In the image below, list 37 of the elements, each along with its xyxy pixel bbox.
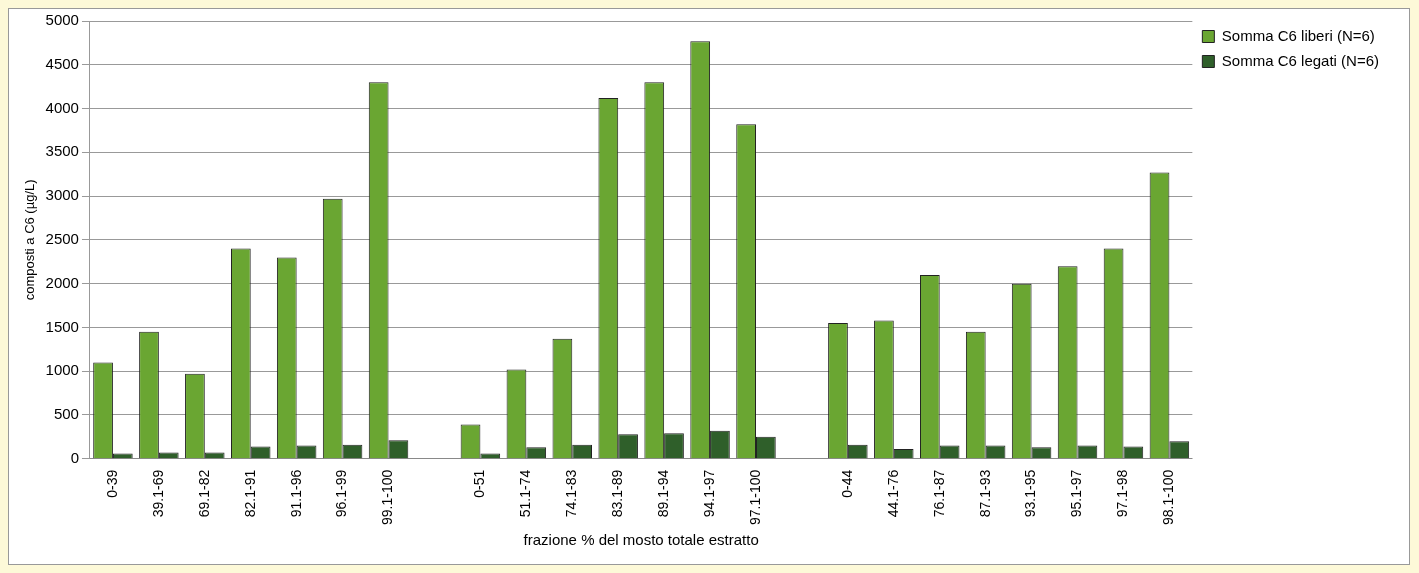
x-tick-label: 96.1-99: [333, 469, 350, 518]
y-tick-label: 4500: [45, 54, 79, 72]
x-tick-label: 91.1-96: [287, 469, 304, 518]
x-tick-label: 97.1-98: [1114, 469, 1131, 518]
x-tick-label: 87.1-93: [976, 469, 993, 518]
y-tick-label: 2000: [45, 273, 79, 291]
x-tick-label: 44.1-76: [884, 469, 901, 518]
y-tick-label: 5000: [45, 11, 79, 29]
x-tick-label: 97.1-100: [746, 469, 763, 526]
y-axis-title: composti a C6 (µg/L): [22, 179, 38, 301]
x-axis-title: frazione % del mosto totale estratto: [523, 531, 759, 549]
y-tick-label: 0: [70, 448, 79, 466]
y-tick-label: 3000: [45, 186, 79, 204]
x-tick-label: 93.1-95: [1022, 469, 1039, 518]
x-tick-label: 51.1-74: [517, 469, 534, 518]
x-tick-label: 0-51: [471, 469, 488, 498]
x-tick-label: 98.1-100: [1160, 469, 1177, 526]
legend-label: Somma C6 legati (N=6): [1221, 51, 1380, 69]
y-tick-label: 4000: [45, 98, 79, 116]
x-tick-label: 83.1-89: [609, 469, 626, 518]
x-tick-label: 82.1-91: [241, 469, 258, 518]
x-tick-label: 39.1-69: [149, 469, 166, 518]
x-tick-label: 99.1-100: [379, 469, 396, 526]
x-tick-label: 89.1-94: [654, 469, 671, 518]
x-tick-label: 94.1-97: [700, 469, 717, 518]
x-tick-label: 0-44: [838, 469, 855, 498]
x-tick-label: 74.1-83: [563, 469, 580, 518]
y-tick-label: 500: [53, 405, 79, 423]
legend-label: Somma C6 liberi (N=6): [1221, 26, 1375, 44]
y-tick-label: 1500: [45, 317, 79, 335]
y-tick-label: 3500: [45, 142, 79, 160]
x-tick-label: 76.1-87: [930, 469, 947, 518]
x-tick-label: 0-39: [103, 469, 120, 498]
x-tick-label: 95.1-97: [1068, 469, 1085, 518]
y-tick-label: 1000: [45, 361, 79, 379]
x-tick-label: 69.1-82: [195, 469, 212, 518]
y-tick-label: 2500: [45, 230, 79, 248]
